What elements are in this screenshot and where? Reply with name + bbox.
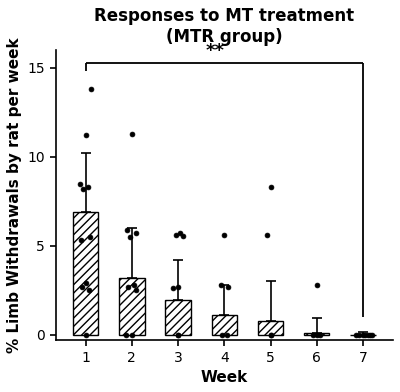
Text: **: **: [206, 42, 224, 60]
Bar: [258, 321, 283, 335]
Title: Responses to MT treatment
(MTR group): Responses to MT treatment (MTR group): [94, 7, 354, 46]
Bar: [304, 333, 330, 335]
X-axis label: Week: Week: [201, 370, 248, 385]
Bar: [212, 315, 237, 335]
Bar: [119, 278, 144, 335]
Bar: [73, 212, 98, 335]
Bar: [165, 300, 191, 335]
Y-axis label: % Limb Withdrawals by rat per week: % Limb Withdrawals by rat per week: [7, 37, 22, 353]
